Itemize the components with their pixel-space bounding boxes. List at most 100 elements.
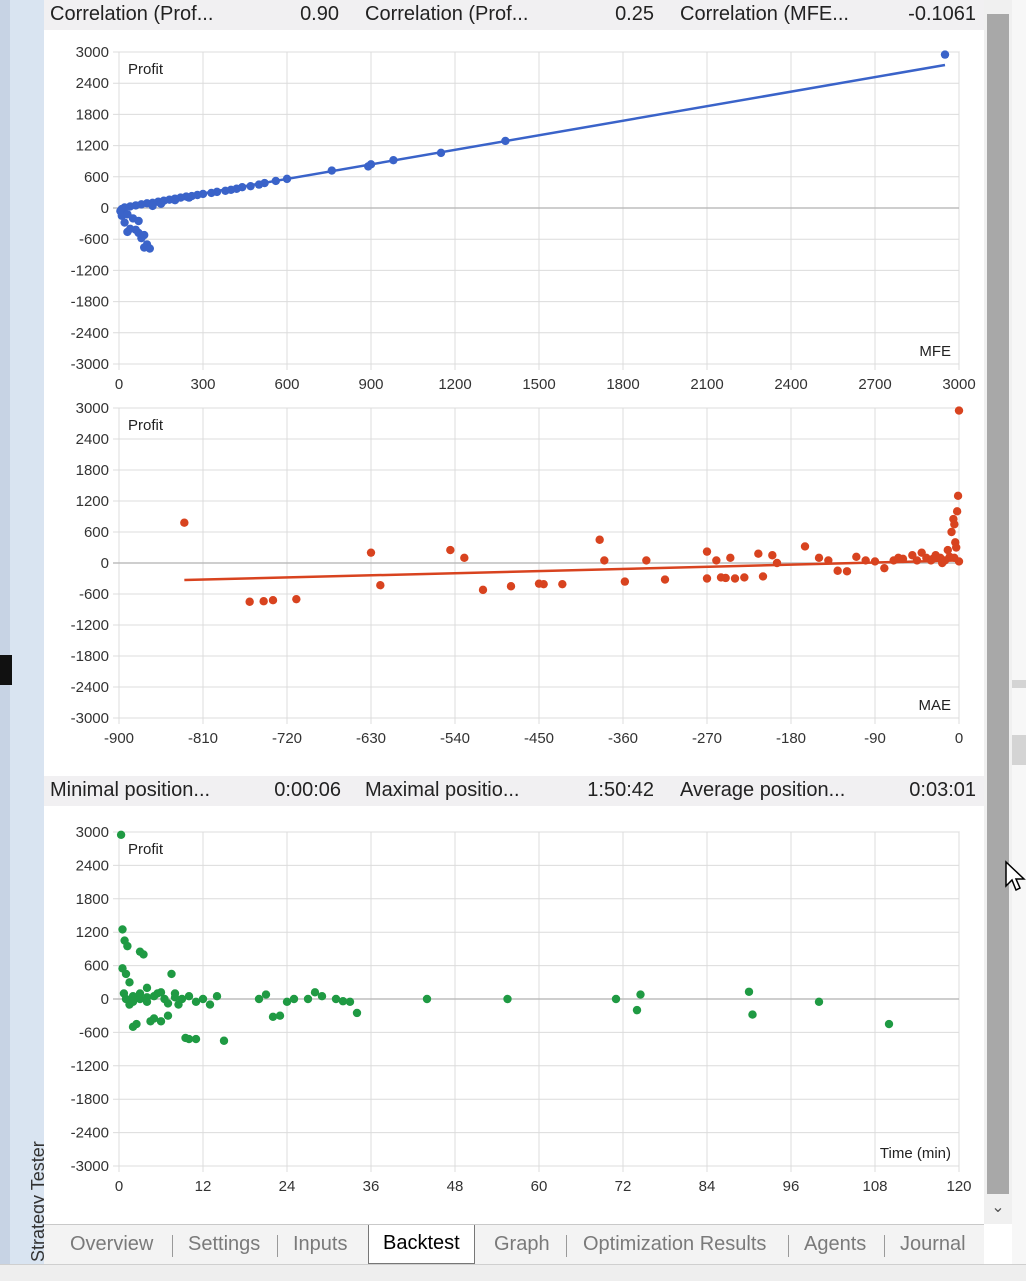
tab-inputs[interactable]: Inputs (293, 1233, 348, 1255)
y-tick-label: -1200 (71, 262, 109, 279)
x-tick-label: 900 (358, 376, 383, 393)
data-point (184, 193, 194, 202)
data-point (170, 993, 180, 1002)
data-point (254, 180, 264, 189)
maximal-position-value: 1:50:42 (587, 779, 654, 801)
x-tick-label: 84 (699, 1178, 716, 1195)
y-tick-label: 3000 (76, 400, 109, 417)
data-point (824, 556, 833, 565)
correlation-profit-mfe-value: 0.90 (300, 3, 339, 25)
data-point (170, 196, 180, 205)
y-tick-label: 2400 (76, 75, 109, 92)
data-point (940, 50, 950, 59)
data-point (938, 558, 947, 568)
correlation-profit-mfe-label: Correlation (Prof... (50, 3, 214, 25)
correlation-mfe-mae-label: Correlation (MFE... (680, 3, 849, 25)
data-point (137, 233, 146, 243)
x-tick-label: -360 (608, 730, 638, 747)
data-point (212, 992, 222, 1001)
tab-agents[interactable]: Agents (804, 1233, 867, 1255)
data-point (268, 1012, 278, 1022)
data-point (758, 572, 768, 581)
mae-profit-chart: -900 -810 -720 -630 -540 -450 -360 -270 -180 -90 0… (71, 400, 964, 747)
scroll-down-icon[interactable]: ⌄ (991, 1199, 1005, 1216)
data-point (345, 997, 355, 1006)
data-point (261, 990, 271, 999)
y-tick-label: 1800 (76, 891, 109, 908)
data-point (134, 216, 143, 226)
data-point (184, 1034, 194, 1044)
data-point (303, 994, 313, 1004)
data-point (768, 551, 777, 560)
mfe-profit-chart: 0 300 600 900 1200 1500 1800 2100 2400 2700 3000 30… (71, 44, 976, 393)
data-point (730, 574, 740, 583)
right-edge-panel (1012, 0, 1026, 1280)
data-point (702, 574, 712, 583)
x-tick-label: 2700 (858, 376, 891, 393)
x-tick-label: -270 (692, 730, 722, 747)
data-point (952, 507, 962, 516)
data-point (726, 553, 735, 563)
x-tick-label: 24 (279, 1178, 296, 1195)
scrollbar-thumb[interactable] (987, 14, 1009, 1194)
data-point (436, 148, 446, 158)
data-point (800, 542, 810, 551)
data-point (145, 244, 154, 253)
tab-graph[interactable]: Graph (494, 1233, 550, 1255)
x-tick-label: 600 (274, 376, 299, 393)
x-tick-label: 1500 (522, 376, 555, 393)
x-tick-label: 96 (783, 1178, 800, 1195)
data-point (156, 1017, 166, 1026)
edge-mark (1012, 680, 1026, 688)
data-point (221, 186, 230, 196)
correlation-profit-mae-label: Correlation (Prof... (365, 3, 529, 25)
x-tick-label: 1200 (438, 376, 471, 393)
data-point (702, 547, 712, 556)
x-axis-label: Time (min) (880, 1145, 951, 1162)
x-tick-label: -900 (104, 730, 134, 747)
tab-separator (277, 1235, 278, 1257)
data-point (246, 181, 255, 191)
tab-backtest[interactable]: Backtest (368, 1225, 475, 1264)
tab-settings[interactable]: Settings (188, 1233, 261, 1255)
y-tick-label: 3000 (76, 824, 109, 841)
bottom-strip (0, 1264, 1026, 1281)
tab-overview[interactable]: Overview (70, 1233, 154, 1255)
data-point (389, 155, 398, 165)
x-tick-label: 120 (946, 1178, 971, 1195)
data-point (125, 978, 134, 987)
data-point (149, 1014, 159, 1023)
data-point (123, 227, 132, 237)
vertical-scrollbar[interactable]: ⌄ (984, 0, 1012, 1224)
data-point (207, 188, 216, 198)
y-tick-label: -600 (79, 1024, 109, 1041)
data-point (478, 585, 488, 595)
tester-tab-bar: Overview Settings Inputs Backtest Graph … (44, 1224, 984, 1265)
x-tick-label: 48 (447, 1178, 464, 1195)
y-tick-label: -2400 (71, 325, 109, 342)
y-tick-label: 1800 (76, 462, 109, 479)
tab-optimization-results[interactable]: Optimization Results (583, 1233, 767, 1255)
data-point (912, 556, 922, 565)
x-tick-label: 0 (115, 1178, 123, 1195)
data-point (118, 925, 127, 934)
data-point (132, 1019, 141, 1029)
y-tick-label: 0 (101, 991, 109, 1008)
y-tick-label: -600 (79, 586, 109, 603)
tab-journal[interactable]: Journal (900, 1233, 966, 1255)
x-tick-label: 2100 (690, 376, 723, 393)
x-tick-label: 1800 (606, 376, 639, 393)
data-point (167, 969, 176, 979)
x-tick-label: 12 (195, 1178, 212, 1195)
data-point (861, 556, 870, 565)
data-point (947, 527, 956, 537)
data-point (310, 988, 320, 997)
data-point (954, 406, 964, 415)
data-point (928, 554, 938, 564)
data-point (121, 969, 131, 979)
data-point (327, 166, 336, 175)
data-point (950, 520, 959, 529)
data-point (898, 554, 908, 564)
average-position-value: 0:03:01 (909, 779, 976, 801)
data-point (338, 997, 348, 1006)
